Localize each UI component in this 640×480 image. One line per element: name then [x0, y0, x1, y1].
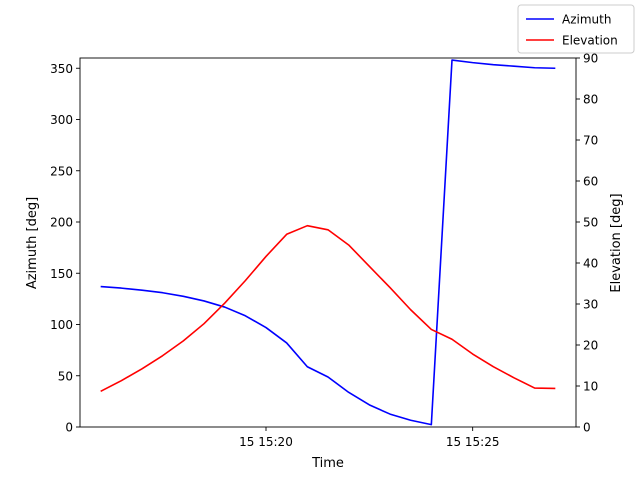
y-right-tick-label: 20	[583, 339, 598, 353]
y-right-tick-label: 0	[583, 421, 591, 435]
y-axis-right-label: Elevation [deg]	[609, 193, 624, 292]
series-line-elevation	[100, 224, 556, 393]
plot-area	[80, 58, 576, 427]
y-right-tick-label: 50	[583, 216, 598, 230]
y-left-tick-label: 300	[50, 113, 73, 127]
plot-frame	[79, 57, 577, 428]
axes-layer: 15 15:20 15 15:25 0 50 100 150 200 250 300 350 0 10…	[50, 52, 598, 450]
y-right-tick-label: 10	[583, 380, 598, 394]
y-right-tick-label: 90	[583, 52, 598, 66]
x-tick-label: 15 15:25	[446, 435, 500, 449]
y-axis-left-label: Azimuth [deg]	[25, 197, 40, 289]
y-left-tick-label: 200	[50, 216, 73, 230]
y-left-tick-label: 250	[50, 164, 73, 178]
plot-background	[80, 58, 576, 427]
y-right-tick-label: 40	[583, 257, 598, 271]
legend-label-azimuth: Azimuth	[562, 13, 611, 27]
series-line-azimuth	[100, 59, 556, 426]
legend-label-elevation: Elevation	[562, 34, 618, 48]
y-right-tick-label: 70	[583, 134, 598, 148]
y-right-tick-label: 60	[583, 175, 598, 189]
y-left-tick-label: 350	[50, 62, 73, 76]
legend-box	[517, 4, 635, 54]
x-tick-label: 15 15:20	[239, 435, 293, 449]
y-right-tick-label: 30	[583, 298, 598, 312]
series-layer	[100, 59, 556, 426]
y-left-tick-label: 50	[58, 369, 73, 383]
x-axis-label: Time	[311, 456, 344, 471]
y-left-tick-label: 0	[65, 421, 73, 435]
legend: Azimuth Elevation	[517, 4, 635, 54]
y-right-tick-label: 80	[583, 93, 598, 107]
y-left-tick-label: 150	[50, 267, 73, 281]
y-left-tick-label: 100	[50, 318, 73, 332]
